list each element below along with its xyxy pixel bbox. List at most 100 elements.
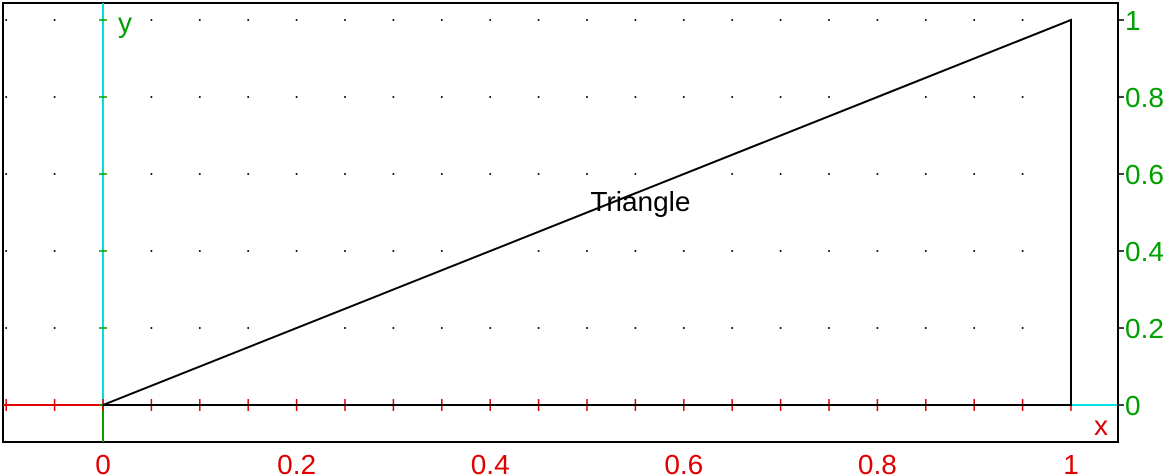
grid-dot [150, 173, 153, 175]
grid-dot [53, 19, 56, 21]
x-tick-label: 0.2 [277, 449, 316, 476]
grid-dot [634, 19, 637, 21]
grid-dot [876, 250, 879, 252]
x-tick-label: 0 [95, 449, 111, 476]
grid-dot [634, 250, 637, 252]
grid-dot [344, 250, 346, 252]
y-tick-label: 0.4 [1125, 236, 1164, 267]
grid-dot [537, 96, 540, 98]
grid-dot [537, 250, 540, 252]
x-tick-label: 0.6 [664, 449, 703, 476]
grid-dot [634, 327, 637, 329]
grid-dot [1021, 327, 1024, 329]
grid-dot [731, 173, 734, 175]
grid-dot [344, 327, 346, 329]
shapes [102, 18, 1072, 406]
grid-dot [295, 19, 298, 21]
grid-dot [876, 19, 879, 21]
grid-dot [5, 173, 8, 175]
grid-dot [440, 250, 443, 252]
grid-dot [634, 173, 637, 175]
grid-dot [828, 250, 830, 252]
grid-dot [924, 250, 927, 252]
y-tick-label: 1 [1125, 5, 1141, 36]
y-tick-label: 0.8 [1125, 82, 1164, 113]
grid-dot [586, 96, 588, 98]
grid-dot [731, 327, 734, 329]
grid-dot [779, 250, 782, 252]
grid-dot [924, 19, 927, 21]
grid-dot [53, 327, 56, 329]
grid-dot [247, 173, 250, 175]
y-axis-name: y [118, 7, 132, 38]
grid-dot [440, 19, 443, 21]
grid-dot [973, 173, 976, 175]
grid-dot [586, 173, 588, 175]
grid-dot [440, 173, 443, 175]
grid-dot [876, 173, 879, 175]
grid-dot [682, 19, 685, 21]
grid-dot [53, 173, 56, 175]
grid-dot [198, 96, 201, 98]
grid-dot [344, 96, 346, 98]
grid-dot [1021, 250, 1024, 252]
grid-dot [682, 250, 685, 252]
grid-dot [779, 327, 782, 329]
grid-dot [537, 327, 540, 329]
y-tick-label: 0 [1125, 390, 1141, 421]
grid-dot [295, 173, 298, 175]
grid-dot [53, 96, 56, 98]
grid-dot [586, 250, 588, 252]
grid-dot [876, 327, 879, 329]
y-tick-label: 0.6 [1125, 159, 1164, 190]
grid-dot [924, 327, 927, 329]
x-tick-label: 1 [1063, 449, 1079, 476]
grid-dot [828, 173, 830, 175]
grid-dot [247, 96, 250, 98]
grid-dot [489, 19, 492, 21]
grid-dot [295, 250, 298, 252]
grid-dot [150, 19, 153, 21]
grid-dot [247, 19, 250, 21]
grid-dot [344, 19, 346, 21]
grid-dot [5, 327, 8, 329]
grid-dot [198, 250, 201, 252]
grid-dot [295, 96, 298, 98]
grid-dot [1021, 96, 1024, 98]
grid-dot [1021, 19, 1024, 21]
grid-dot [537, 19, 540, 21]
grid-dot [779, 173, 782, 175]
x-tick-label: 0.8 [858, 449, 897, 476]
grid-dot [247, 250, 250, 252]
grid-dot [731, 96, 734, 98]
grid-dot [489, 327, 492, 329]
x-axis-name: x [1094, 410, 1108, 441]
grid-dot [828, 19, 830, 21]
grid-dot [5, 96, 8, 98]
grid-dot [731, 19, 734, 21]
grid-dot [682, 327, 685, 329]
grid-dot [392, 173, 395, 175]
grid-dot [489, 173, 492, 175]
grid-dot [586, 19, 588, 21]
grid-dot [924, 96, 927, 98]
plot-frame [2, 2, 1119, 443]
grid-dot [198, 19, 201, 21]
grid-dot [392, 250, 395, 252]
grid-dot [440, 327, 443, 329]
grid-dot [973, 327, 976, 329]
grid-dot [973, 96, 976, 98]
grid-dot [779, 96, 782, 98]
grid-dot [828, 327, 830, 329]
grid-dot [731, 250, 734, 252]
grid-dot [828, 96, 830, 98]
grid [5, 19, 1072, 329]
y-tick-label: 0.2 [1125, 313, 1164, 344]
grid-dot [198, 173, 201, 175]
grid-dot [5, 250, 8, 252]
grid-dot [344, 173, 346, 175]
grid-dot [150, 96, 153, 98]
grid-dot [973, 250, 976, 252]
